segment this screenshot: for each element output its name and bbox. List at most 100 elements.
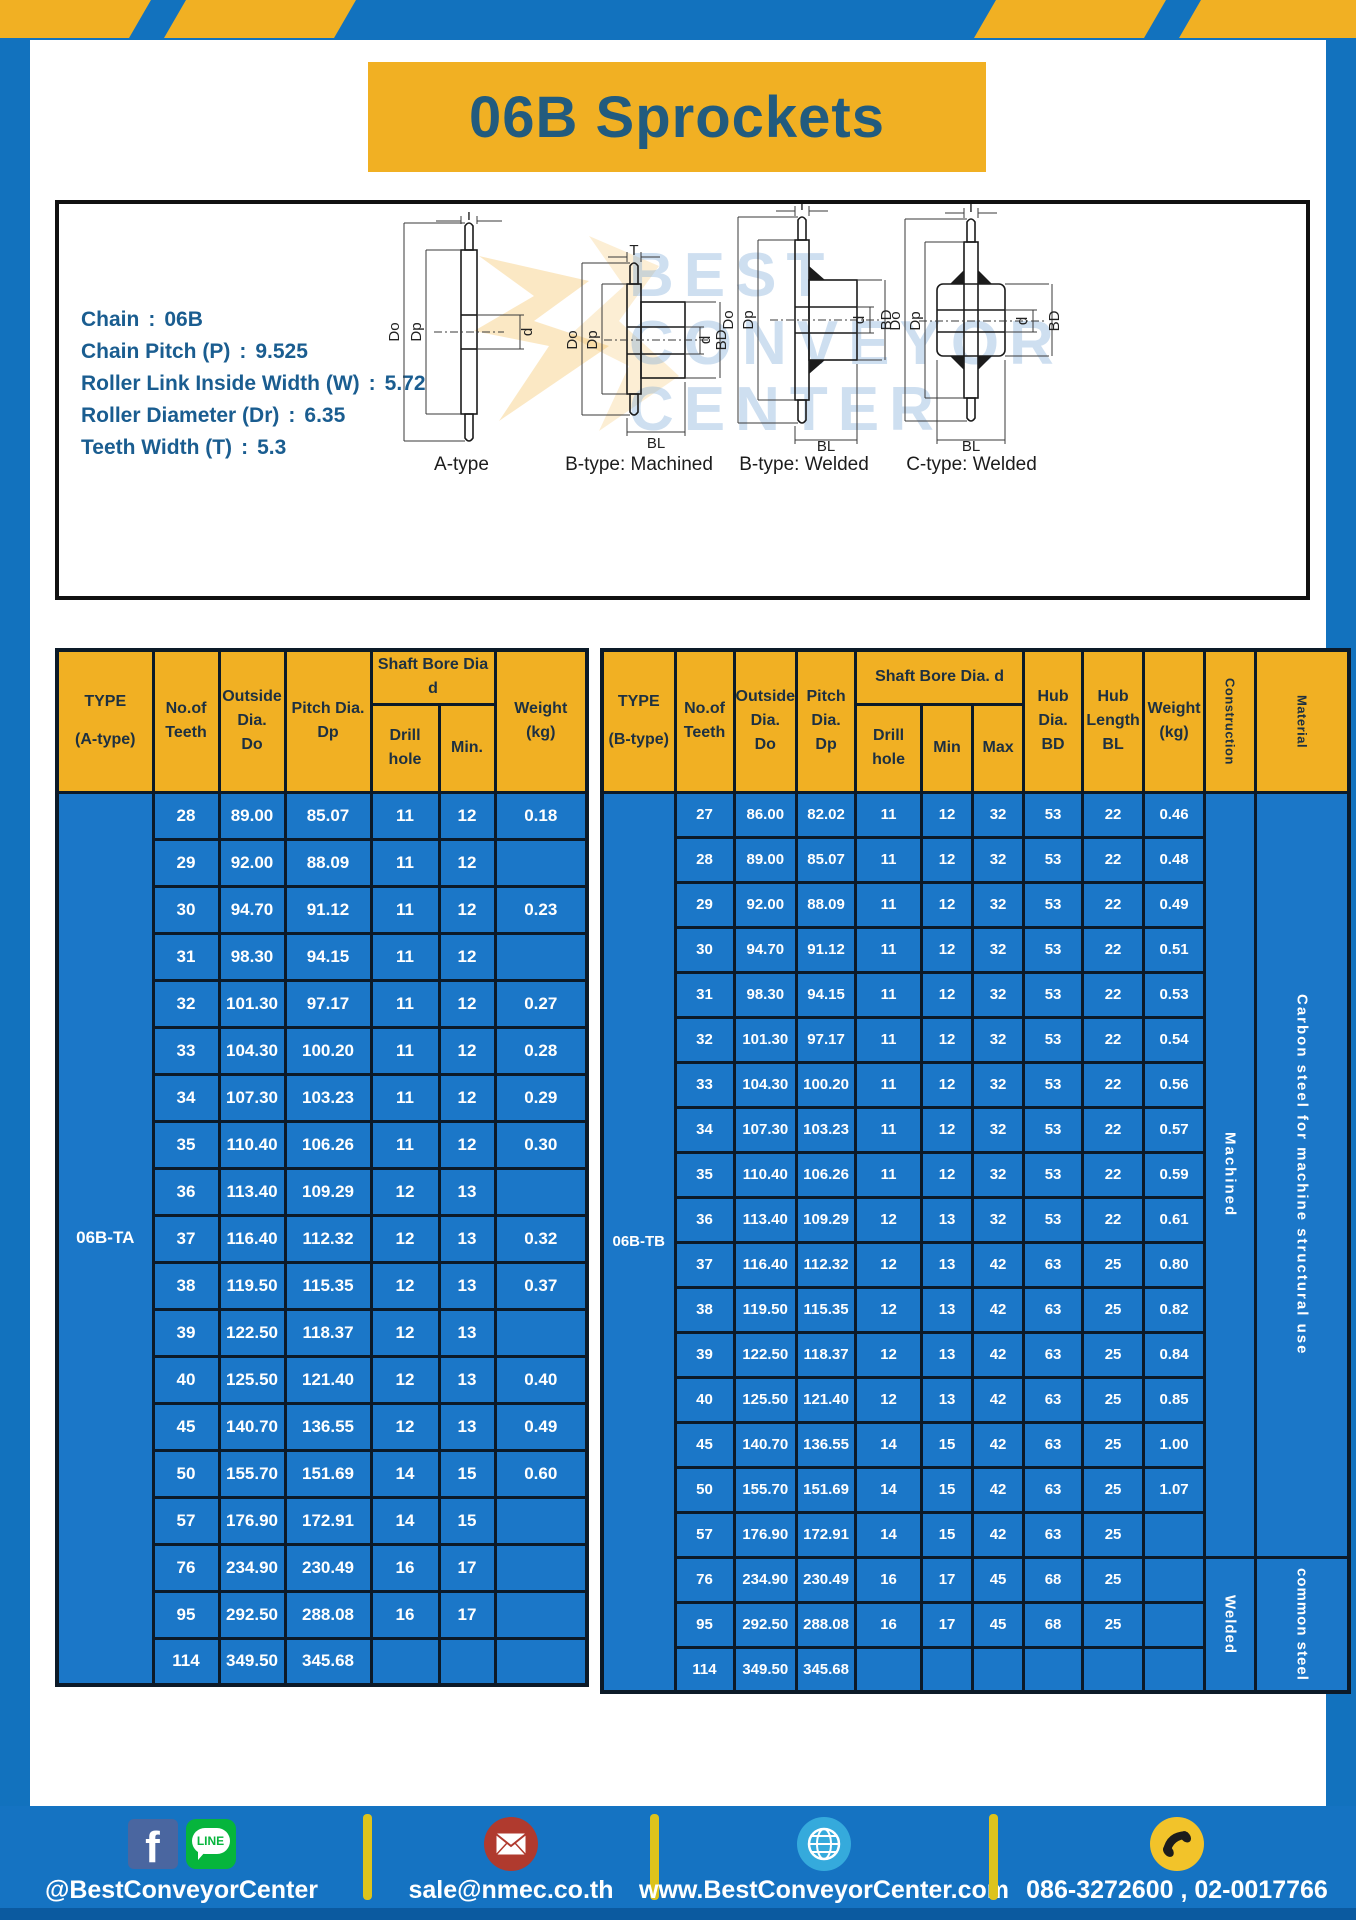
col-header-construction: Construction xyxy=(1203,648,1258,794)
table-row: 32 101.30 97.17 11 12 32 53 22 0.54 xyxy=(602,1015,1349,1064)
min-cell: 12 xyxy=(920,1060,975,1109)
col-header-pitch-dia: Pitch Dia. Dp xyxy=(283,648,373,794)
pitch-dia-cell: 118.37 xyxy=(283,1307,373,1358)
table-row: 30 94.70 91.12 11 12 32 53 22 0.51 xyxy=(602,925,1349,974)
facebook-icon: f xyxy=(127,1819,178,1870)
dim-d: d xyxy=(851,316,868,324)
title-banner: 06B Sprockets xyxy=(368,62,986,172)
hub-length-cell: 22 xyxy=(1081,790,1146,839)
drill-hole-cell: 11 xyxy=(369,931,441,982)
outside-dia-cell: 292.50 xyxy=(732,1600,799,1649)
drill-hole-cell: 12 xyxy=(854,1240,924,1289)
outside-dia-cell: 116.40 xyxy=(217,1213,287,1264)
max-cell: 32 xyxy=(971,790,1026,839)
table-row: 36 113.40 109.29 12 13 32 53 22 0.61 xyxy=(602,1195,1349,1244)
table-row: 50 155.70 151.69 14 15 42 63 25 1.07 xyxy=(602,1465,1349,1514)
hub-dia-cell: 53 xyxy=(1022,970,1085,1019)
outside-dia-cell: 116.40 xyxy=(732,1240,799,1289)
weight-cell xyxy=(493,1307,589,1358)
pitch-dia-cell: 88.09 xyxy=(795,880,858,929)
caption-b-machined: B-type: Machined xyxy=(565,454,713,475)
table-row: 37 116.40 112.32 12 13 0.32 xyxy=(57,1213,589,1264)
hub-dia-cell: 63 xyxy=(1022,1330,1085,1379)
max-cell: 32 xyxy=(971,1195,1026,1244)
dim-do: Do xyxy=(564,330,581,349)
drill-hole-cell: 16 xyxy=(369,1542,441,1593)
outside-dia-cell: 89.00 xyxy=(732,835,799,884)
min-cell: 17 xyxy=(437,1589,497,1640)
mail-icon xyxy=(484,1817,538,1871)
teeth-cell: 37 xyxy=(673,1240,736,1289)
top-stripe xyxy=(974,0,1166,38)
pitch-dia-cell: 172.91 xyxy=(283,1495,373,1546)
min-cell: 15 xyxy=(920,1420,975,1469)
dim-bl: BL xyxy=(647,435,665,452)
min-cell: 13 xyxy=(920,1195,975,1244)
weight-cell: 0.61 xyxy=(1142,1195,1207,1244)
table-row: 114 349.50 345.68 xyxy=(57,1636,589,1687)
hub-dia-cell: 63 xyxy=(1022,1240,1085,1289)
max-cell: 32 xyxy=(971,1150,1026,1199)
outside-dia-cell: 125.50 xyxy=(732,1375,799,1424)
hub-dia-cell: 53 xyxy=(1022,1015,1085,1064)
min-cell: 13 xyxy=(437,1401,497,1452)
drill-hole-cell: 16 xyxy=(854,1600,924,1649)
drill-hole-cell: 11 xyxy=(369,1119,441,1170)
hub-length-cell: 22 xyxy=(1081,1150,1146,1199)
material-cell: Carbon steel for machine structural use xyxy=(1254,790,1351,1559)
min-cell: 12 xyxy=(920,1105,975,1154)
weight-cell: 0.30 xyxy=(493,1119,589,1170)
dim-dp: Dp xyxy=(907,311,924,330)
teeth-cell: 40 xyxy=(151,1354,221,1405)
pitch-dia-cell: 85.07 xyxy=(795,835,858,884)
pitch-dia-cell: 100.20 xyxy=(283,1025,373,1076)
drill-hole-cell: 12 xyxy=(369,1213,441,1264)
max-cell: 45 xyxy=(971,1600,1026,1649)
footer-social-section: f LINE @BestConveyorCenter xyxy=(0,1806,363,1920)
min-cell: 13 xyxy=(437,1166,497,1217)
weight-cell: 0.37 xyxy=(493,1260,589,1311)
min-cell: 13 xyxy=(920,1285,975,1334)
min-cell: 12 xyxy=(437,1119,497,1170)
weight-cell: 0.60 xyxy=(493,1448,589,1499)
dim-do: Do xyxy=(720,310,737,329)
drill-hole-cell: 11 xyxy=(854,790,924,839)
outside-dia-cell: 234.90 xyxy=(732,1555,799,1604)
col-header-hub-length: Hub Length BL xyxy=(1081,648,1146,794)
teeth-cell: 28 xyxy=(673,835,736,884)
table-row: 34 107.30 103.23 11 12 0.29 xyxy=(57,1072,589,1123)
max-cell: 42 xyxy=(971,1375,1026,1424)
col-header-pitch-dia: Pitch Dia. Dp xyxy=(795,648,858,794)
max-cell: 42 xyxy=(971,1330,1026,1379)
min-cell: 13 xyxy=(437,1260,497,1311)
col-header-material: Material xyxy=(1254,648,1351,794)
dim-t: T xyxy=(464,212,473,224)
pitch-dia-cell: 115.35 xyxy=(283,1260,373,1311)
pitch-dia-cell: 112.32 xyxy=(795,1240,858,1289)
table-row: 33 104.30 100.20 11 12 0.28 xyxy=(57,1025,589,1076)
drill-hole-cell: 11 xyxy=(369,1025,441,1076)
drill-hole-cell: 12 xyxy=(854,1375,924,1424)
col-header-drill-hole: Drill hole xyxy=(369,702,441,794)
outside-dia-cell: 140.70 xyxy=(732,1420,799,1469)
caption-a-type: A-type xyxy=(434,454,489,475)
min-cell xyxy=(437,1636,497,1687)
dim-dp: Dp xyxy=(408,322,425,341)
max-cell: 32 xyxy=(971,925,1026,974)
outside-dia-cell: 101.30 xyxy=(217,978,287,1029)
spec-line: Teeth Width (T):5.3 xyxy=(81,436,287,459)
dim-dp: Dp xyxy=(584,330,601,349)
outside-dia-cell: 122.50 xyxy=(217,1307,287,1358)
weight-cell: 0.53 xyxy=(1142,970,1207,1019)
dim-do: Do xyxy=(386,322,403,341)
drill-hole-cell: 11 xyxy=(369,790,441,841)
teeth-cell: 34 xyxy=(151,1072,221,1123)
weight-cell: 0.48 xyxy=(1142,835,1207,884)
top-stripe xyxy=(0,0,151,38)
teeth-cell: 30 xyxy=(673,925,736,974)
top-stripe xyxy=(1179,0,1356,38)
teeth-cell: 114 xyxy=(673,1645,736,1694)
outside-dia-cell: 92.00 xyxy=(732,880,799,929)
teeth-cell: 32 xyxy=(151,978,221,1029)
weight-cell: 0.80 xyxy=(1142,1240,1207,1289)
